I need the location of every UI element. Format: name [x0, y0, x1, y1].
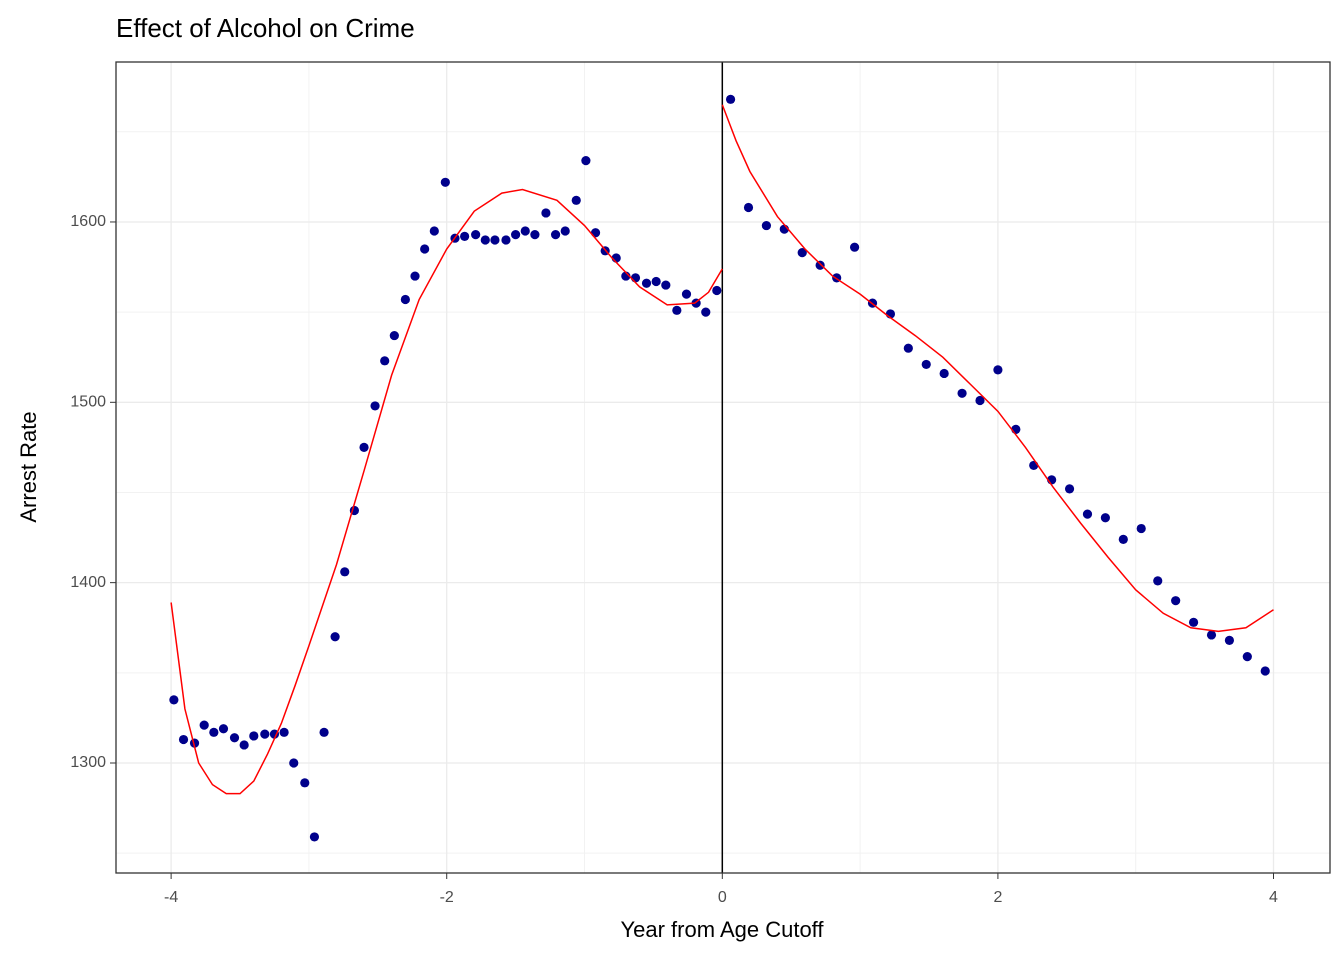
- data-point: [797, 248, 807, 258]
- data-point: [511, 229, 521, 240]
- x-axis-title: Year from Age Cutoff: [620, 917, 824, 942]
- data-point: [260, 729, 270, 739]
- data-point: [743, 202, 754, 213]
- data-point: [300, 778, 310, 788]
- data-point: [630, 273, 641, 283]
- data-point: [761, 220, 772, 231]
- data-point: [400, 294, 410, 305]
- data-point: [1029, 460, 1039, 471]
- x-tick-label: 4: [1269, 889, 1278, 906]
- data-point: [380, 356, 390, 366]
- y-axis-title: Arrest Rate: [16, 411, 41, 522]
- data-point: [471, 229, 481, 240]
- data-point: [815, 260, 825, 270]
- data-point: [560, 226, 570, 236]
- data-point: [550, 229, 561, 240]
- data-point: [571, 195, 581, 205]
- data-point: [1206, 630, 1217, 640]
- data-point: [701, 307, 711, 317]
- x-tick-label: 0: [718, 889, 727, 906]
- y-tick-label: 1600: [70, 213, 106, 230]
- data-point: [309, 832, 320, 842]
- data-point: [957, 388, 967, 398]
- data-point: [279, 727, 289, 737]
- data-point: [429, 226, 439, 236]
- data-point: [993, 365, 1003, 375]
- data-point: [672, 305, 682, 315]
- data-point: [389, 330, 399, 341]
- data-point: [289, 758, 299, 768]
- x-tick-label: -2: [440, 889, 454, 906]
- data-point: [621, 271, 631, 281]
- y-tick-label: 1500: [70, 394, 106, 411]
- data-point: [189, 738, 200, 748]
- data-point: [1171, 596, 1181, 606]
- data-point: [520, 226, 530, 236]
- y-tick-label: 1400: [70, 574, 106, 591]
- data-point: [1188, 617, 1199, 627]
- data-point: [460, 231, 470, 241]
- data-point: [581, 156, 591, 166]
- x-tick-label: 2: [993, 889, 1002, 906]
- data-point: [330, 632, 340, 642]
- data-point: [440, 177, 450, 187]
- data-point: [712, 285, 722, 296]
- x-tick-label: -4: [164, 889, 178, 906]
- data-point: [1100, 513, 1110, 523]
- data-point: [849, 242, 860, 252]
- data-point: [541, 208, 551, 218]
- data-point: [641, 278, 652, 288]
- data-point: [480, 235, 490, 245]
- chart-title: Effect of Alcohol on Crime: [116, 13, 415, 43]
- data-point: [1242, 651, 1252, 662]
- data-point: [1153, 576, 1163, 586]
- data-point: [1118, 534, 1128, 544]
- data-point: [681, 289, 692, 299]
- y-tick-label: 1300: [70, 754, 106, 771]
- data-point: [1224, 635, 1235, 645]
- data-point: [218, 724, 229, 734]
- data-point: [975, 395, 985, 406]
- data-point: [178, 734, 189, 745]
- data-point: [249, 731, 259, 741]
- data-point: [340, 567, 350, 577]
- data-point: [1064, 484, 1075, 494]
- data-point: [169, 695, 179, 705]
- data-point: [199, 720, 209, 730]
- data-point: [209, 727, 219, 737]
- data-point: [410, 271, 420, 281]
- data-point: [903, 343, 913, 353]
- data-point: [651, 276, 661, 287]
- fit-line: [721, 104, 1274, 633]
- data-point: [319, 727, 329, 737]
- data-point: [490, 235, 500, 245]
- data-point: [1260, 666, 1270, 676]
- panel-border: [115, 61, 1331, 874]
- fit-line: [170, 188, 723, 795]
- data-point: [370, 401, 380, 411]
- data-point: [1136, 523, 1146, 534]
- data-point: [359, 442, 369, 452]
- data-point: [501, 235, 511, 245]
- data-point: [725, 94, 736, 104]
- data-point: [590, 228, 601, 238]
- data-point: [921, 359, 931, 370]
- data-point: [1082, 509, 1093, 519]
- data-point: [939, 368, 949, 379]
- data-point: [229, 733, 240, 743]
- data-point: [661, 280, 671, 290]
- data-point: [530, 229, 540, 240]
- data-point: [420, 244, 430, 254]
- data-point: [239, 740, 249, 750]
